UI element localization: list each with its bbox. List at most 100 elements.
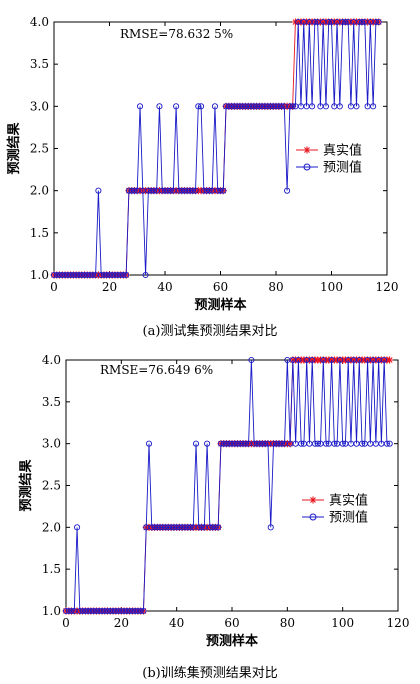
x-tick-label: 60 <box>224 616 239 630</box>
data-point <box>215 524 222 531</box>
y-tick-label: 2.5 <box>30 142 49 156</box>
data-point <box>206 187 213 194</box>
chart-b: 1.0 1.5 2.0 2.5 3.0 3.5 4.0 0 20 40 60 80 100 120 预测样本… <box>18 353 410 649</box>
data-point <box>195 103 202 110</box>
y-tick-label: 3.5 <box>42 395 61 409</box>
x-tick-label: 0 <box>62 616 70 630</box>
legend-label: 真实值 <box>329 493 368 509</box>
data-point <box>325 18 332 26</box>
data-point <box>136 103 144 110</box>
y-tick-label: 1.5 <box>30 226 49 240</box>
data-point <box>295 356 302 364</box>
data-point <box>370 103 377 110</box>
data-point <box>95 187 102 194</box>
data-point <box>267 524 274 531</box>
x-tick-label: 80 <box>280 616 295 630</box>
data-point <box>381 356 388 364</box>
data-point <box>372 18 379 26</box>
x-tick-label: 120 <box>387 616 410 630</box>
data-point <box>336 103 343 110</box>
x-axis-label: 预测样本 <box>194 297 246 313</box>
data-point <box>339 440 346 447</box>
data-point <box>386 440 393 447</box>
data-point <box>156 103 163 110</box>
data-point <box>336 356 343 364</box>
legend-label: 预测值 <box>329 510 368 526</box>
data-point <box>140 607 147 615</box>
data-point <box>284 187 291 194</box>
data-point <box>217 187 224 194</box>
series-actual <box>62 356 394 615</box>
chart-a: 1.0 1.5 2.0 2.5 3.0 3.5 4.0 0 20 40 60 80 100 120 预测样本… <box>6 15 399 313</box>
plot-frame <box>65 359 399 612</box>
chart-a-caption: (a)测试集预测结果对比 <box>142 324 278 339</box>
data-point <box>68 607 75 615</box>
data-point <box>323 440 330 447</box>
y-tick-label: 2.0 <box>42 520 61 534</box>
y-tick-label: 3.0 <box>42 437 61 451</box>
chart-b-caption: (b)训练集预测结果对比 <box>142 666 278 681</box>
star-marker-d2 <box>310 497 316 503</box>
x-tick-label: 120 <box>376 280 399 294</box>
data-point <box>322 103 330 110</box>
y-tick-label: 2.0 <box>30 184 49 198</box>
data-point <box>198 524 205 531</box>
data-point <box>289 103 296 110</box>
y-tick-label: 3.0 <box>30 99 49 113</box>
legend-label: 真实值 <box>323 143 362 159</box>
legend-marker <box>309 513 317 521</box>
data-point <box>211 103 218 110</box>
data-point <box>309 356 316 364</box>
data-point <box>212 524 219 531</box>
data-point <box>131 187 138 194</box>
data-point <box>278 103 285 110</box>
data-point <box>173 103 180 110</box>
data-point <box>120 271 127 279</box>
data-point <box>356 356 363 364</box>
series-predicted <box>62 356 393 615</box>
data-point <box>298 440 305 447</box>
data-point <box>137 607 144 615</box>
data-point <box>309 103 316 110</box>
x-tick-label: 80 <box>268 280 283 294</box>
data-point <box>320 356 327 364</box>
data-point <box>187 524 194 531</box>
data-point <box>192 187 199 194</box>
x-tick-label: 40 <box>157 280 172 294</box>
x-tick-label: 100 <box>331 616 354 630</box>
data-point <box>204 440 211 447</box>
x-tick-label: 20 <box>102 280 117 294</box>
data-point <box>278 440 285 447</box>
data-point <box>145 440 153 447</box>
rmse-annotation: RMSE=78.632 5% <box>120 27 233 41</box>
data-point <box>358 440 366 447</box>
y-tick-label: 1.0 <box>30 268 49 282</box>
legend-marker <box>303 163 311 171</box>
data-point <box>89 271 96 279</box>
data-point <box>331 440 338 447</box>
data-point <box>358 18 366 26</box>
y-axis-label: 预测结果 <box>18 459 34 511</box>
data-point <box>342 18 349 26</box>
data-point <box>242 440 249 447</box>
data-point <box>262 440 269 447</box>
data-point <box>353 103 360 110</box>
x-axis-label: 预测样本 <box>206 633 258 649</box>
data-point <box>383 440 390 447</box>
data-point <box>189 187 196 194</box>
y-tick-label: 4.0 <box>30 15 49 29</box>
y-tick-label: 2.5 <box>42 479 61 493</box>
x-tick-label: 40 <box>169 616 184 630</box>
series-line <box>54 21 379 276</box>
rmse-annotation: RMSE=76.649 6% <box>100 363 213 377</box>
series-line <box>66 359 390 612</box>
data-point <box>311 18 318 26</box>
data-point <box>198 103 205 110</box>
star-marker-d2 <box>304 147 310 153</box>
data-point <box>192 440 200 447</box>
data-point <box>328 356 335 364</box>
x-tick-label: 60 <box>213 280 228 294</box>
x-tick-label: 100 <box>320 280 343 294</box>
